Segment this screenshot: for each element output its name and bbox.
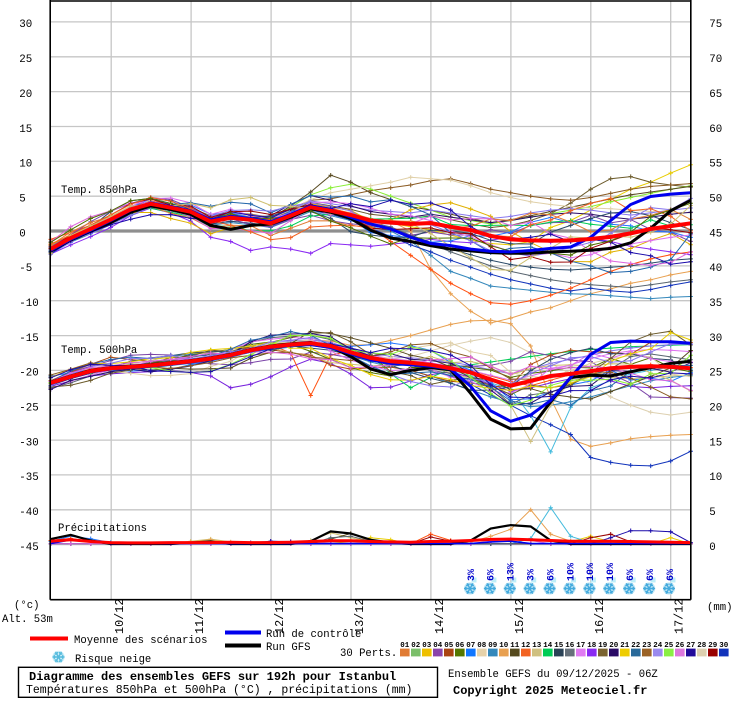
svg-text:10%: 10% <box>566 563 577 581</box>
svg-text:29: 29 <box>708 642 718 650</box>
svg-text:15/12: 15/12 <box>513 599 527 634</box>
svg-text:6%: 6% <box>666 569 677 581</box>
svg-text:22: 22 <box>631 642 641 650</box>
svg-text:(°c): (°c) <box>14 600 39 612</box>
svg-text:19: 19 <box>598 642 608 650</box>
svg-text:70: 70 <box>709 54 722 66</box>
svg-text:Diagramme des ensembles GEFS s: Diagramme des ensembles GEFS sur 192h po… <box>29 670 396 684</box>
svg-text:10: 10 <box>19 159 32 171</box>
svg-text:Ensemble GEFS du 09/12/2025 -: Ensemble GEFS du 09/12/2025 - 06Z <box>448 669 658 681</box>
svg-text:Temp. 500hPa: Temp. 500hPa <box>61 345 137 357</box>
svg-text:-25: -25 <box>19 403 38 415</box>
svg-text:12: 12 <box>521 642 531 650</box>
svg-text:03: 03 <box>422 642 432 650</box>
svg-text:3%: 3% <box>527 569 538 581</box>
svg-text:30: 30 <box>709 333 722 345</box>
svg-text:24: 24 <box>653 642 663 650</box>
svg-text:16: 16 <box>565 642 575 650</box>
svg-text:Temp. 850hPa: Temp. 850hPa <box>61 185 137 197</box>
svg-text:-35: -35 <box>19 472 38 484</box>
svg-text:6%: 6% <box>546 569 557 581</box>
svg-text:55: 55 <box>709 159 722 171</box>
svg-text:Moyenne des scénarios: Moyenne des scénarios <box>74 635 208 647</box>
svg-text:01: 01 <box>400 642 410 650</box>
svg-text:26: 26 <box>675 642 685 650</box>
svg-text:60: 60 <box>709 124 722 136</box>
svg-text:75: 75 <box>709 19 722 31</box>
svg-text:Run de contrôle: Run de contrôle <box>266 629 361 641</box>
svg-text:Copyright 2025 Meteociel.fr: Copyright 2025 Meteociel.fr <box>453 684 647 698</box>
svg-text:16/12: 16/12 <box>593 599 607 634</box>
svg-text:10%: 10% <box>606 563 617 581</box>
svg-text:Précipitations: Précipitations <box>58 523 147 535</box>
svg-text:6%: 6% <box>626 569 637 581</box>
svg-text:-30: -30 <box>19 437 38 449</box>
svg-text:-40: -40 <box>19 507 38 519</box>
svg-text:02: 02 <box>411 642 421 650</box>
svg-text:11: 11 <box>510 642 520 650</box>
svg-text:15: 15 <box>709 437 722 449</box>
svg-text:-45: -45 <box>19 542 38 554</box>
svg-text:0: 0 <box>709 542 715 554</box>
svg-text:30: 30 <box>719 642 729 650</box>
svg-text:15: 15 <box>19 124 32 136</box>
svg-text:30: 30 <box>19 19 32 31</box>
svg-text:18: 18 <box>587 642 597 650</box>
svg-text:Températures 850hPa et 500hPa: Températures 850hPa et 500hPa (°C) , pré… <box>26 684 412 697</box>
svg-text:45: 45 <box>709 228 722 240</box>
svg-text:11/12: 11/12 <box>193 599 207 634</box>
svg-text:-20: -20 <box>19 368 38 380</box>
svg-text:40: 40 <box>709 263 722 275</box>
svg-text:5: 5 <box>709 507 715 519</box>
svg-text:25: 25 <box>664 642 674 650</box>
svg-text:20: 20 <box>709 403 722 415</box>
svg-text:25: 25 <box>709 368 722 380</box>
svg-text:07: 07 <box>466 642 475 650</box>
svg-text:6%: 6% <box>487 569 498 581</box>
svg-text:06: 06 <box>455 642 465 650</box>
svg-text:Alt. 53m: Alt. 53m <box>2 614 53 626</box>
svg-text:05: 05 <box>444 642 454 650</box>
svg-text:17/12: 17/12 <box>673 599 687 634</box>
svg-text:23: 23 <box>642 642 652 650</box>
svg-text:65: 65 <box>709 89 722 101</box>
svg-text:-10: -10 <box>19 298 38 310</box>
svg-text:0: 0 <box>19 228 25 240</box>
svg-text:10: 10 <box>709 472 722 484</box>
svg-text:15: 15 <box>554 642 564 650</box>
svg-text:30 Perts.: 30 Perts. <box>340 648 397 660</box>
svg-text:6%: 6% <box>646 569 657 581</box>
svg-text:10%: 10% <box>586 563 597 581</box>
svg-text:04: 04 <box>433 642 443 650</box>
svg-text:5: 5 <box>19 194 25 206</box>
svg-text:17: 17 <box>576 642 585 650</box>
svg-text:08: 08 <box>477 642 487 650</box>
svg-text:25: 25 <box>19 54 32 66</box>
svg-text:3%: 3% <box>467 569 478 581</box>
svg-text:-15: -15 <box>19 333 38 345</box>
svg-text:10: 10 <box>499 642 509 650</box>
svg-text:13%: 13% <box>507 563 518 581</box>
svg-text:Run GFS: Run GFS <box>266 642 311 654</box>
svg-text:09: 09 <box>488 642 498 650</box>
svg-text:12/12: 12/12 <box>273 599 287 634</box>
svg-text:13: 13 <box>532 642 542 650</box>
svg-text:14: 14 <box>543 642 553 650</box>
svg-text:21: 21 <box>620 642 630 650</box>
svg-text:(mm): (mm) <box>707 602 732 614</box>
svg-text:50: 50 <box>709 194 722 206</box>
svg-text:35: 35 <box>709 298 722 310</box>
svg-text:28: 28 <box>697 642 707 650</box>
svg-text:-5: -5 <box>19 263 32 275</box>
svg-text:14/12: 14/12 <box>433 599 447 634</box>
svg-text:20: 20 <box>609 642 619 650</box>
svg-text:10/12: 10/12 <box>113 599 127 634</box>
svg-text:13/12: 13/12 <box>353 599 367 634</box>
svg-text:Risque neige: Risque neige <box>75 654 151 666</box>
svg-text:20: 20 <box>19 89 32 101</box>
svg-text:27: 27 <box>686 642 695 650</box>
